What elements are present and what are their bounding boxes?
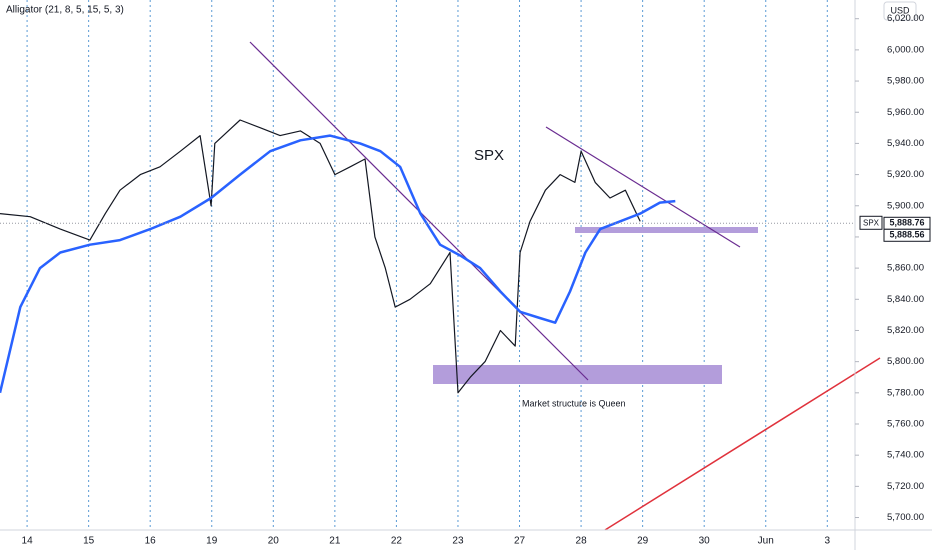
plot — [0, 119, 855, 394]
x-tick-label: 30 — [699, 536, 711, 547]
indicator-legend: Alligator (21, 8, 5, 15, 5, 3) — [6, 5, 124, 16]
x-tick-label: 27 — [514, 536, 526, 547]
currency-box[interactable] — [883, 1, 917, 21]
price-tag-name-box — [859, 215, 883, 230]
x-tick-label: 14 — [22, 536, 34, 547]
x-tick-label: 3 — [825, 536, 831, 547]
x-tick-label: 15 — [83, 536, 95, 547]
x-tick-label: 19 — [206, 536, 218, 547]
y-tick-label: 5,780.00 — [887, 387, 924, 398]
annotation: Market structure is Queen — [522, 398, 626, 408]
y-tick-label: 5,980.00 — [887, 76, 924, 87]
y-tick-label: 5,720.00 — [887, 481, 924, 492]
x-tick-label: 22 — [391, 536, 403, 547]
y-tick-label: 5,960.00 — [887, 107, 924, 118]
y-tick-label: 5,740.00 — [887, 450, 924, 461]
currency: USD — [890, 5, 910, 15]
x-tick-label: 23 — [452, 536, 464, 547]
price-tag-name: SPX — [863, 218, 880, 227]
y-tick-label: 5,700.00 — [887, 512, 924, 523]
y-tick-label: 5,840.00 — [887, 294, 924, 305]
x-tick-label: 16 — [145, 536, 157, 547]
series-line — [0, 134, 676, 394]
x-tick-label: Jun — [758, 536, 774, 547]
y-tick-label: 5,800.00 — [887, 356, 924, 367]
trend-line — [545, 126, 741, 248]
axes: 5,700.00 5,720.00 5,740.00 5,760.00 5,780.00… — [22, 13, 931, 547]
price-tag-label: 5,888.76 — [889, 218, 924, 228]
x-tick-label: 20 — [268, 536, 280, 547]
x-tick-label: 29 — [637, 536, 649, 547]
trend-line — [604, 357, 881, 531]
y-tick-label: 5,900.00 — [887, 200, 924, 211]
x-tick-label: 21 — [329, 536, 341, 547]
price-tag-label: 5,888.56 — [889, 230, 924, 240]
y-tick-label: 6,020.00 — [887, 13, 924, 24]
chart-title: SPX — [474, 147, 504, 164]
y-tick-label: 5,940.00 — [887, 138, 924, 149]
y-tick-label: 5,820.00 — [887, 325, 924, 336]
x-tick-label: 28 — [576, 536, 588, 547]
demand-zone — [433, 365, 722, 384]
series-line — [0, 119, 641, 394]
y-tick-label: 5,860.00 — [887, 263, 924, 274]
support-zone — [575, 227, 758, 233]
price-tag — [883, 228, 931, 242]
y-tick-label: 5,920.00 — [887, 169, 924, 180]
y-tick-label: 5,760.00 — [887, 419, 924, 430]
y-tick-label: 6,000.00 — [887, 44, 924, 55]
